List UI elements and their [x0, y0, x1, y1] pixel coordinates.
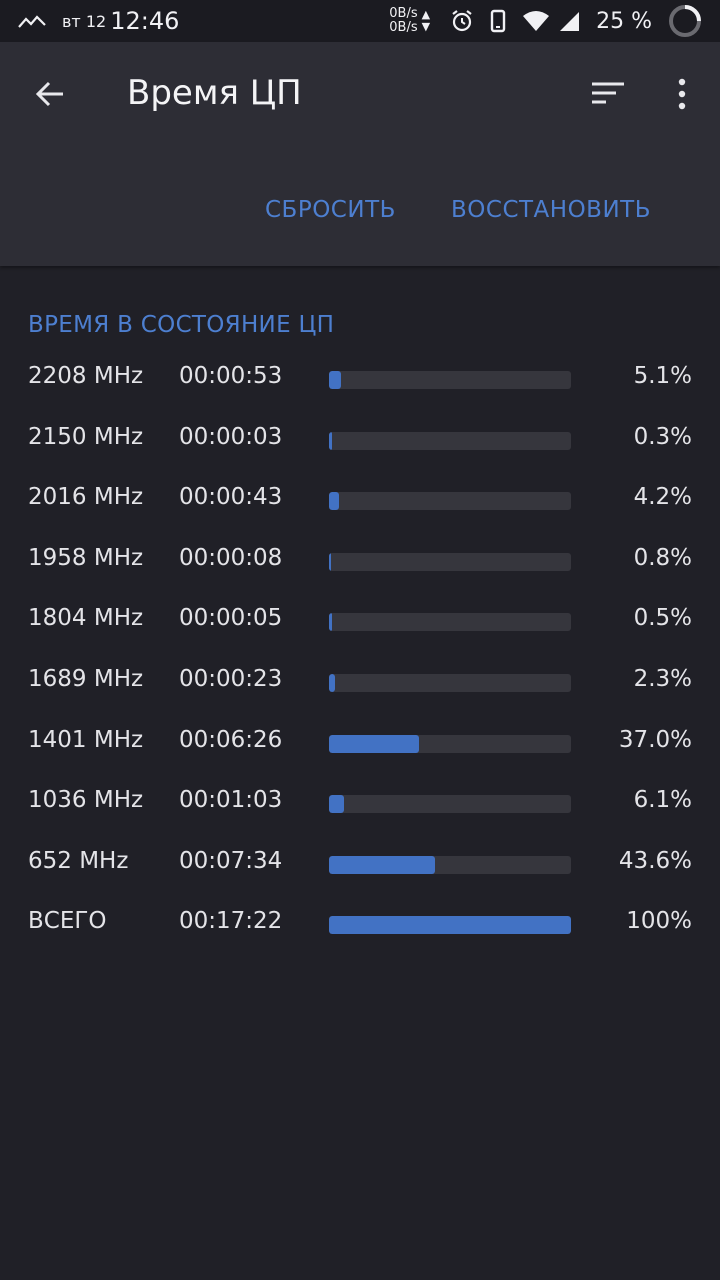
section-title: ВРЕМЯ В СОСТОЯНИЕ ЦП	[28, 312, 335, 338]
frequency-label: 1804 MHz	[28, 605, 144, 632]
status-bar-left: вт 12 12:46	[18, 7, 179, 35]
frequency-label: 1689 MHz	[28, 665, 144, 692]
percent-label: 43.6%	[618, 847, 692, 874]
status-bar-right: 0B/s 0B/s ▲ ▼	[389, 4, 702, 38]
list-item: 2208 MHz 00:00:53 5.1%	[0, 349, 720, 410]
wifi-icon	[522, 10, 550, 32]
list-item: 652 MHz 00:07:34 43.6%	[0, 834, 720, 895]
duration-label: 00:01:03	[179, 787, 283, 814]
list-item: 1958 MHz 00:00:08 0.8%	[0, 531, 720, 592]
percent-label: 6.1%	[633, 787, 692, 814]
progress-bar	[329, 855, 571, 874]
progress-bar-fill	[329, 855, 435, 874]
list-item-total: ВСЕГО 00:17:22 100%	[0, 894, 720, 955]
net-down-speed: 0B/s	[389, 20, 418, 35]
progress-bar-fill	[329, 673, 335, 692]
duration-label: 00:17:22	[179, 908, 283, 935]
progress-bar	[329, 673, 571, 692]
cell-signal-icon	[558, 10, 580, 32]
more-vert-icon	[678, 78, 686, 110]
list-item: 1036 MHz 00:01:03 6.1%	[0, 773, 720, 834]
battery-ring-icon	[668, 4, 702, 38]
progress-bar-fill	[329, 734, 419, 753]
progress-bar-fill	[329, 431, 332, 450]
progress-bar	[329, 734, 571, 753]
frequency-label: 1036 MHz	[28, 787, 144, 814]
net-up-speed: 0B/s	[389, 6, 418, 21]
phone-icon	[490, 9, 506, 33]
reset-button[interactable]: СБРОСИТЬ	[265, 197, 396, 223]
frequency-label: 1958 MHz	[28, 544, 144, 571]
percent-label: 0.5%	[633, 605, 692, 632]
duration-label: 00:00:43	[179, 484, 283, 511]
percent-label: 37.0%	[618, 726, 692, 753]
status-time: 12:46	[110, 7, 180, 35]
percent-label: 2.3%	[633, 665, 692, 692]
list-item: 1401 MHz 00:06:26 37.0%	[0, 713, 720, 774]
progress-bar-fill	[329, 613, 332, 632]
network-speed: 0B/s 0B/s	[389, 7, 417, 35]
list-item: 2150 MHz 00:00:03 0.3%	[0, 410, 720, 471]
duration-label: 00:00:23	[179, 665, 283, 692]
list-item: 1689 MHz 00:00:23 2.3%	[0, 652, 720, 713]
list-item: 2016 MHz 00:00:43 4.2%	[0, 470, 720, 531]
progress-bar	[329, 795, 571, 814]
progress-bar-fill	[329, 552, 331, 571]
progress-bar-fill	[329, 916, 571, 935]
status-bar: вт 12 12:46 0B/s 0B/s ▲ ▼	[0, 0, 720, 42]
progress-bar-fill	[329, 795, 344, 814]
sort-icon	[592, 82, 624, 104]
back-button[interactable]	[28, 72, 72, 116]
frequency-label: 2208 MHz	[28, 363, 144, 389]
percent-label: 0.3%	[633, 423, 692, 450]
battery-percent: 25 %	[596, 8, 652, 34]
progress-bar	[329, 613, 571, 632]
back-arrow-icon	[35, 81, 63, 107]
percent-label: 5.1%	[633, 363, 692, 389]
restore-button[interactable]: ВОССТАНОВИТЬ	[451, 197, 651, 223]
percent-label: 100%	[626, 908, 692, 935]
duration-label: 00:07:34	[179, 847, 283, 874]
cpu-state-list: 2208 MHz 00:00:53 5.1% 2150 MHz 00:00:03…	[0, 349, 720, 955]
net-arrows-icon: ▲ ▼	[421, 8, 431, 33]
frequency-label: 1401 MHz	[28, 726, 144, 753]
frequency-label: 652 MHz	[28, 847, 129, 874]
progress-bar	[329, 916, 571, 935]
duration-label: 00:00:53	[179, 363, 283, 389]
total-label: ВСЕГО	[28, 908, 107, 935]
signal-trend-icon	[18, 13, 46, 29]
percent-label: 0.8%	[633, 544, 692, 571]
duration-label: 00:00:05	[179, 605, 283, 632]
frequency-label: 2150 MHz	[28, 423, 144, 450]
alarm-icon	[450, 9, 474, 33]
duration-label: 00:06:26	[179, 726, 283, 753]
progress-bar	[329, 371, 571, 389]
duration-label: 00:00:08	[179, 544, 283, 571]
page-title: Время ЦП	[127, 73, 302, 113]
frequency-label: 2016 MHz	[28, 484, 144, 511]
progress-bar	[329, 552, 571, 571]
progress-bar	[329, 431, 571, 450]
progress-bar	[329, 492, 571, 511]
percent-label: 4.2%	[633, 484, 692, 511]
list-item: 1804 MHz 00:00:05 0.5%	[0, 591, 720, 652]
app-bar: Время ЦП СБРОСИТЬ ВОССТАНОВИТЬ	[0, 42, 720, 266]
duration-label: 00:00:03	[179, 423, 283, 450]
sort-button[interactable]	[586, 72, 630, 116]
status-day: вт 12	[62, 11, 107, 31]
progress-bar-fill	[329, 371, 342, 389]
progress-bar-fill	[329, 492, 340, 511]
more-options-button[interactable]	[660, 72, 704, 116]
